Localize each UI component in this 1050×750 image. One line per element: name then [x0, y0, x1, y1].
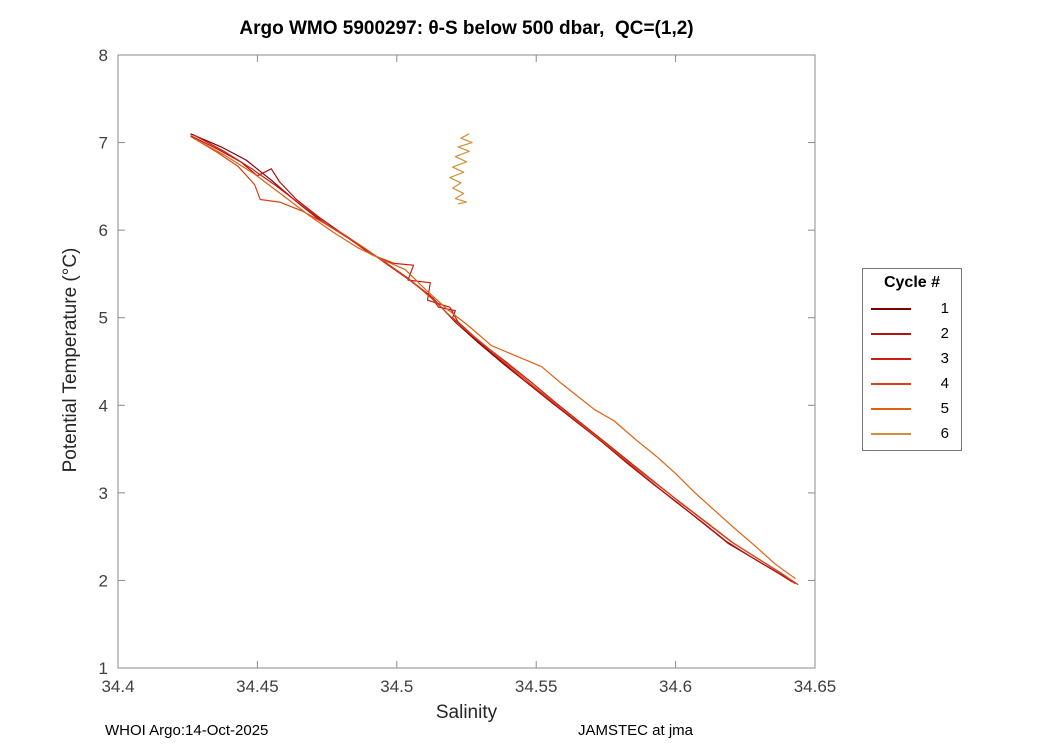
legend-item-label: 1	[940, 300, 949, 317]
legend-item-label: 6	[940, 425, 949, 442]
legend-item-cycle-2: 2	[863, 321, 961, 346]
series-cycle-1	[190, 133, 796, 584]
legend-item-label: 5	[940, 400, 949, 417]
x-tick-label: 34.4	[101, 677, 134, 696]
legend: Cycle # 1 2 3 4 5 6	[862, 268, 962, 451]
legend-item-cycle-4: 4	[863, 371, 961, 396]
legend-line-swatch	[871, 382, 911, 385]
y-tick-label: 3	[99, 484, 108, 503]
y-tick-label: 4	[99, 396, 108, 415]
x-tick-label: 34.65	[794, 677, 837, 696]
chart-title: Argo WMO 5900297: θ-S below 500 dbar, QC…	[239, 18, 694, 39]
series-cycle-6	[449, 133, 473, 205]
legend-item-label: 4	[940, 375, 949, 392]
legend-item-cycle-5: 5	[863, 396, 961, 421]
footer-left-credit: WHOI Argo:14-Oct-2025	[105, 722, 269, 739]
legend-item-label: 2	[940, 325, 949, 342]
y-tick-label: 5	[99, 309, 108, 328]
legend-item-cycle-6: 6	[863, 421, 961, 446]
y-tick-label: 1	[99, 659, 108, 678]
legend-item-label: 3	[940, 350, 949, 367]
x-tick-label: 34.45	[236, 677, 279, 696]
legend-line-swatch	[871, 432, 911, 435]
axes-box	[117, 54, 816, 669]
x-tick-label: 34.5	[380, 677, 413, 696]
legend-line-swatch	[871, 332, 911, 335]
y-tick-label: 2	[99, 571, 108, 590]
x-tick-label: 34.55	[515, 677, 558, 696]
y-tick-label: 7	[99, 134, 108, 153]
series-cycle-4	[190, 135, 799, 586]
series-cycle-5	[193, 137, 796, 580]
legend-items: 1 2 3 4 5 6	[863, 296, 961, 446]
legend-item-cycle-1: 1	[863, 296, 961, 321]
legend-title: Cycle #	[883, 274, 941, 291]
x-tick-label: 34.6	[659, 677, 692, 696]
legend-item-cycle-3: 3	[863, 346, 961, 371]
footer-right-credit: JAMSTEC at jma	[578, 722, 694, 739]
y-tick-label: 8	[99, 46, 108, 65]
legend-line-swatch	[871, 307, 911, 310]
legend-line-swatch	[871, 357, 911, 360]
x-axis-label: Salinity	[435, 702, 498, 723]
series-cycle-3	[193, 134, 796, 585]
legend-line-swatch	[871, 407, 911, 410]
y-tick-label: 6	[99, 221, 108, 240]
